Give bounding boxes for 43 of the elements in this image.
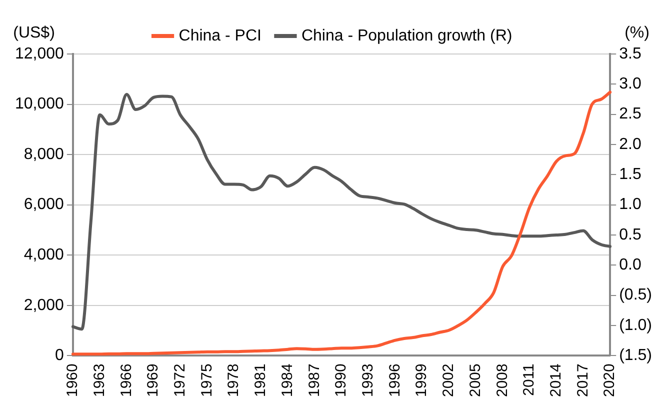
x-tick-label: 2002	[440, 364, 458, 398]
x-tick-label: 2017	[574, 364, 592, 398]
y2-tick-label: (0.5)	[619, 286, 652, 304]
x-tick-label: 2020	[601, 364, 618, 398]
x-tick-label: 1975	[198, 364, 216, 398]
y-tick-label: 10,000	[15, 96, 64, 113]
x-tick-label: 1963	[90, 364, 108, 398]
x-tick-label: 2008	[494, 364, 511, 398]
y-tick-label: 0	[55, 347, 64, 364]
y2-tick-label: 3.5	[619, 45, 642, 62]
x-tick-label: 1969	[144, 364, 162, 398]
x-tick-label: 1972	[172, 364, 189, 398]
x-tick-label: 1993	[360, 364, 377, 398]
legend-label: China - Population growth (R)	[301, 27, 512, 44]
x-tick-label: 1990	[332, 364, 350, 398]
x-tick-label: 1978	[225, 364, 242, 398]
y2-tick-label: 2.5	[619, 106, 642, 123]
y-tick-label: 4,000	[24, 246, 64, 264]
y-tick-label: 8,000	[24, 146, 64, 163]
y-tick-label: 2,000	[24, 296, 64, 314]
y2-tick-label: 1.0	[619, 196, 642, 214]
x-tick-label: 2005	[466, 364, 484, 398]
x-tick-label: 2011	[520, 364, 538, 396]
x-tick-label: 1987	[306, 364, 323, 398]
x-tick-label: 1981	[252, 364, 270, 398]
y2-tick-label: (1.5)	[619, 347, 652, 364]
y2-tick-label: 1.5	[619, 166, 642, 184]
y2-tick-label: 0.0	[619, 256, 642, 274]
y2-tick-label: (1.0)	[619, 316, 652, 334]
legend-label: China - PCI	[178, 27, 262, 44]
y2-tick-label: 3.0	[619, 76, 642, 93]
y-axis-title: (US$)	[13, 24, 55, 42]
x-tick-label: 1984	[278, 364, 296, 398]
x-tick-label: 1999	[413, 364, 430, 398]
y2-tick-label: 0.5	[619, 226, 642, 244]
x-tick-label: 1996	[386, 364, 404, 398]
x-tick-label: 2014	[548, 364, 565, 398]
y-tick-label: 12,000	[15, 45, 64, 62]
x-tick-label: 1966	[118, 364, 135, 398]
x-tick-label: 1960	[64, 364, 82, 398]
y2-tick-label: 2.0	[619, 136, 642, 153]
y-tick-label: 6,000	[24, 196, 64, 214]
y2-axis-title: (%)	[624, 24, 650, 42]
